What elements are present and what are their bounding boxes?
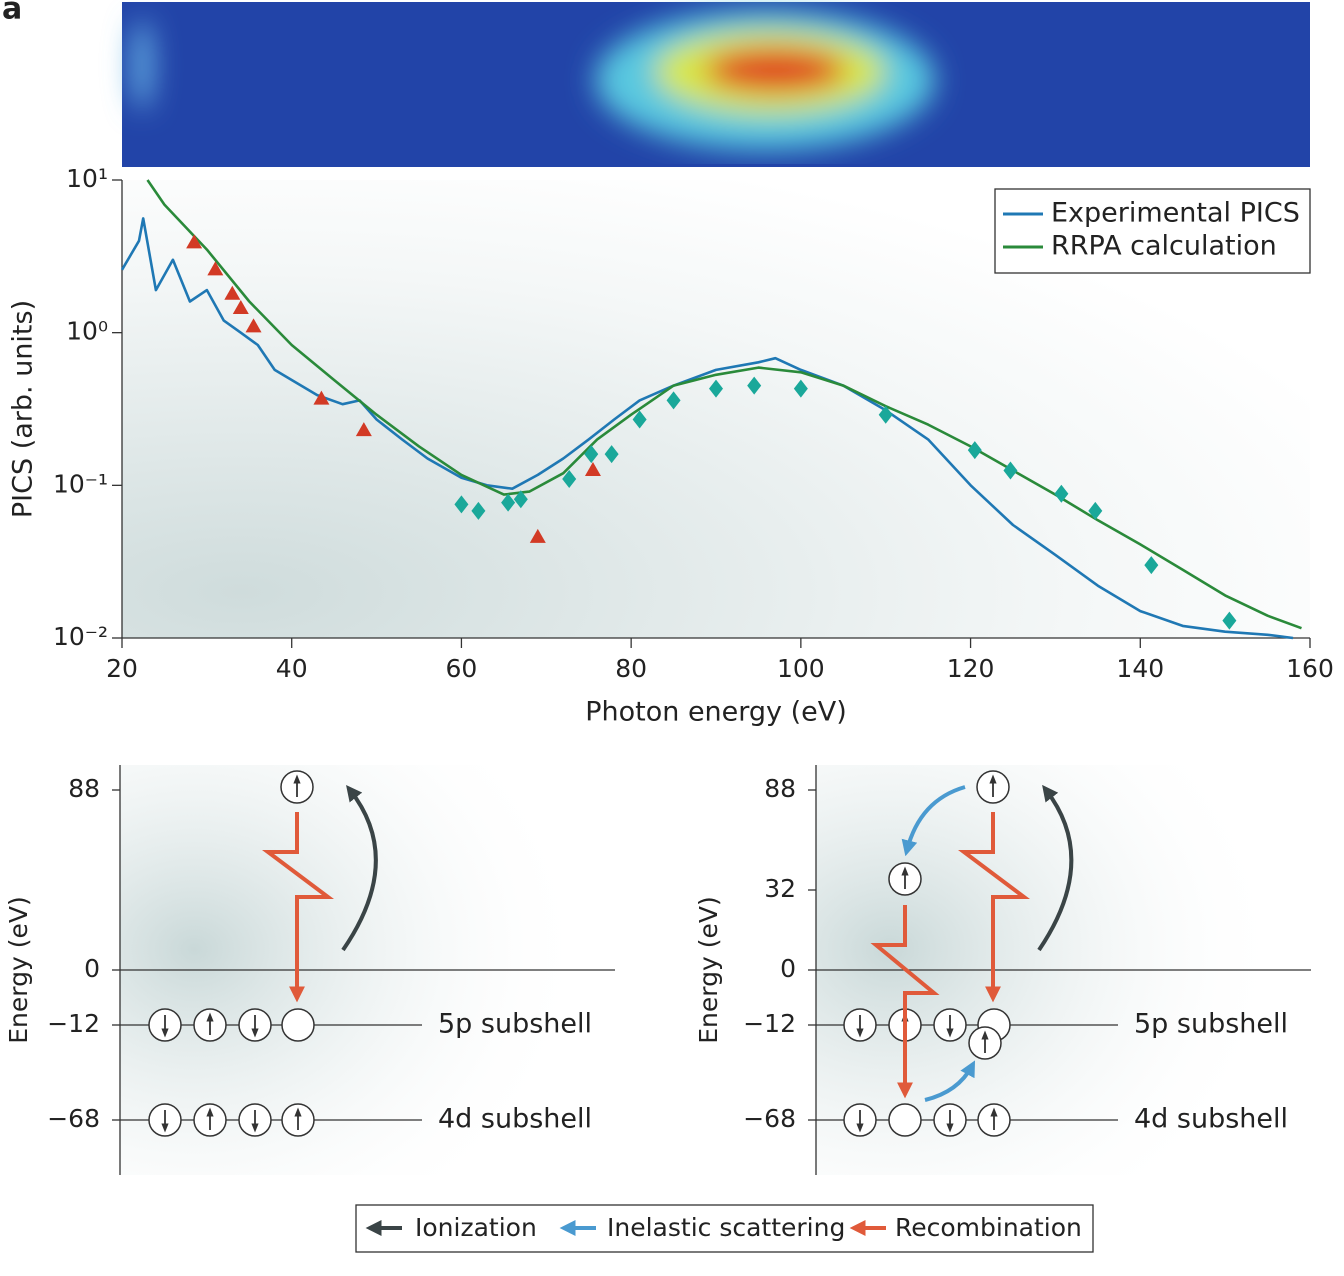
data-point bbox=[245, 318, 262, 333]
data-point bbox=[1003, 461, 1018, 480]
x-tick-label: 140 bbox=[1116, 654, 1164, 683]
data-point bbox=[666, 391, 681, 410]
process-legend: Ionization Inelastic scattering Recombin… bbox=[355, 1204, 1094, 1253]
legend-box bbox=[994, 188, 1311, 274]
legend-label: RRPA calculation bbox=[1051, 231, 1277, 262]
energy-tick: −68 bbox=[47, 1104, 100, 1133]
energy-tick: 88 bbox=[68, 774, 100, 803]
x-tick-label: 80 bbox=[615, 654, 647, 683]
level-label: 5p subshell bbox=[438, 1009, 592, 1040]
data-point bbox=[207, 261, 224, 276]
x-tick-label: 20 bbox=[106, 654, 138, 683]
x-tick-label: 100 bbox=[777, 654, 825, 683]
y-axis-label: Energy (eV) bbox=[4, 896, 33, 1043]
x-axis-label: Photon energy (eV) bbox=[585, 697, 847, 728]
data-point bbox=[501, 493, 516, 512]
x-tick-label: 160 bbox=[1286, 654, 1334, 683]
series-line bbox=[146, 179, 1302, 630]
data-point bbox=[471, 501, 486, 520]
data-point bbox=[562, 470, 577, 489]
level-label: 5p subshell bbox=[1134, 1009, 1288, 1040]
chart: 10¹ 10⁰ 10⁻¹ 10⁻² 20 40 60 80 100 120 140 160 Photon… bbox=[8, 164, 1334, 728]
spectrum-image bbox=[122, 2, 1310, 167]
data-point bbox=[232, 300, 249, 315]
y-tick-label: 10⁻² bbox=[53, 622, 108, 651]
x-tick-label: 120 bbox=[947, 654, 995, 683]
data-point bbox=[1054, 484, 1069, 503]
y-axis-label: Energy (eV) bbox=[694, 896, 723, 1043]
diagram-right: 88 32 0 −12 −68 Energy (eV) 5p subshell … bbox=[694, 765, 1311, 1175]
level-label: 4d subshell bbox=[438, 1104, 592, 1135]
data-point bbox=[1222, 611, 1237, 630]
data-point bbox=[186, 234, 203, 249]
data-point bbox=[747, 376, 762, 395]
data-point bbox=[584, 462, 601, 477]
x-tick-label: 60 bbox=[446, 654, 478, 683]
data-point bbox=[513, 490, 528, 509]
data-point bbox=[355, 422, 372, 437]
energy-tick: 32 bbox=[764, 874, 796, 903]
data-point bbox=[793, 379, 808, 398]
y-tick-label: 10⁻¹ bbox=[53, 469, 108, 498]
data-point bbox=[878, 405, 893, 424]
legend-text: Recombination bbox=[895, 1213, 1082, 1242]
legend-text: Inelastic scattering bbox=[607, 1213, 845, 1242]
y-tick-label: 10⁰ bbox=[66, 317, 108, 346]
energy-tick: 0 bbox=[84, 954, 100, 983]
data-point bbox=[1144, 556, 1159, 575]
energy-tick: 0 bbox=[780, 954, 796, 983]
data-point bbox=[604, 445, 619, 464]
data-point bbox=[313, 390, 330, 405]
y-tick-label: 10¹ bbox=[66, 164, 108, 193]
series-line bbox=[120, 217, 1294, 640]
energy-tick: −12 bbox=[47, 1009, 100, 1038]
energy-tick: −68 bbox=[743, 1104, 796, 1133]
data-point bbox=[709, 379, 723, 398]
data-point bbox=[967, 441, 982, 460]
data-point bbox=[1088, 501, 1103, 520]
data-point bbox=[632, 410, 647, 429]
level-label: 4d subshell bbox=[1134, 1104, 1288, 1135]
data-point bbox=[529, 528, 546, 543]
y-axis-label: PICS (arb. units) bbox=[8, 300, 39, 518]
panel-label: a bbox=[2, 0, 22, 27]
data-point bbox=[454, 495, 469, 514]
data-point bbox=[584, 445, 599, 464]
energy-tick: −12 bbox=[743, 1009, 796, 1038]
legend-label: Experimental PICS bbox=[1051, 198, 1300, 229]
legend-text: Ionization bbox=[415, 1213, 537, 1242]
x-tick-label: 40 bbox=[276, 654, 308, 683]
data-point bbox=[224, 285, 241, 300]
diagram-left: 88 0 −12 −68 Energy (eV) 5p subshell 4d … bbox=[4, 765, 615, 1175]
energy-tick: 88 bbox=[764, 774, 796, 803]
